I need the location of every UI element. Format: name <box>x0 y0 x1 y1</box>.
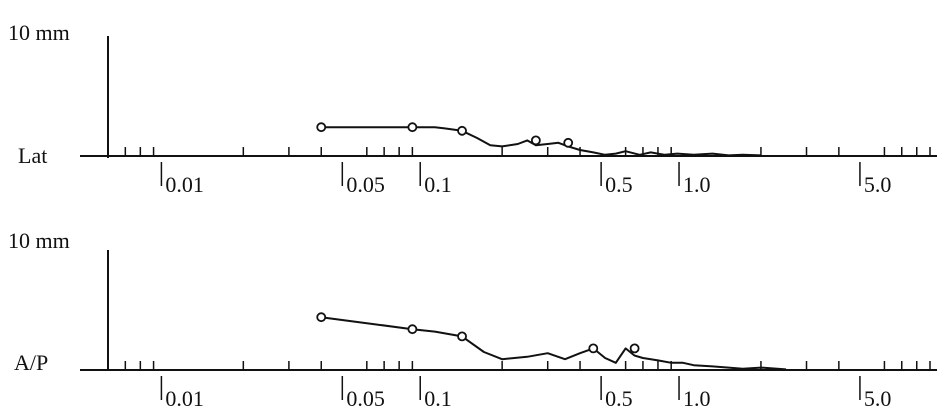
ap-data-point <box>588 343 599 354</box>
ap-x-tick-label: 1.0 <box>683 386 711 411</box>
lat-data-point <box>530 135 541 146</box>
ap-data-point <box>316 312 327 323</box>
ap-x-tick-label: 5.0 <box>864 386 892 411</box>
lat-ymax-label: 10 mm <box>8 20 70 45</box>
ap-data-point <box>457 331 467 342</box>
ap-x-ticks <box>107 361 931 400</box>
ap-series-line <box>321 316 787 371</box>
lat-data-point <box>563 137 574 148</box>
ap-data-point <box>407 324 418 335</box>
ap-x-tick-label: 0.5 <box>605 386 633 411</box>
ap-x-tick-label: 0.05 <box>346 386 385 411</box>
ap-panel: 10 mm A/P 0.01 0.05 0.1 0.5 1.0 5.0 <box>8 228 937 411</box>
ap-ymax-label: 10 mm <box>8 228 70 253</box>
lat-x-tick-label: 0.05 <box>346 172 385 197</box>
lat-panel: 10 mm Lat 0.01 0.05 0.1 0.5 1.0 5.0 <box>8 20 937 197</box>
ap-data-point <box>629 343 640 354</box>
lat-data-point <box>316 122 327 133</box>
lat-x-tick-labels: 0.01 0.05 0.1 0.5 1.0 5.0 <box>165 172 891 197</box>
ap-x-tick-labels: 0.01 0.05 0.1 0.5 1.0 5.0 <box>165 386 891 411</box>
ap-x-tick-label: 0.01 <box>165 386 204 411</box>
lat-data-point <box>407 122 418 133</box>
lat-x-tick-label: 5.0 <box>864 172 892 197</box>
lat-series-line <box>321 126 761 157</box>
ap-axis-label: A/P <box>14 350 48 375</box>
lat-x-ticks <box>107 147 931 186</box>
lat-axis-label: Lat <box>18 143 47 168</box>
lat-x-tick-label: 0.1 <box>424 172 452 197</box>
ap-x-tick-label: 0.1 <box>424 386 452 411</box>
lat-x-tick-label: 0.01 <box>165 172 204 197</box>
lat-markers <box>316 122 574 148</box>
lat-x-tick-label: 1.0 <box>683 172 711 197</box>
lat-x-tick-label: 0.5 <box>605 172 633 197</box>
ap-markers <box>316 312 640 354</box>
lat-data-point <box>457 125 467 136</box>
